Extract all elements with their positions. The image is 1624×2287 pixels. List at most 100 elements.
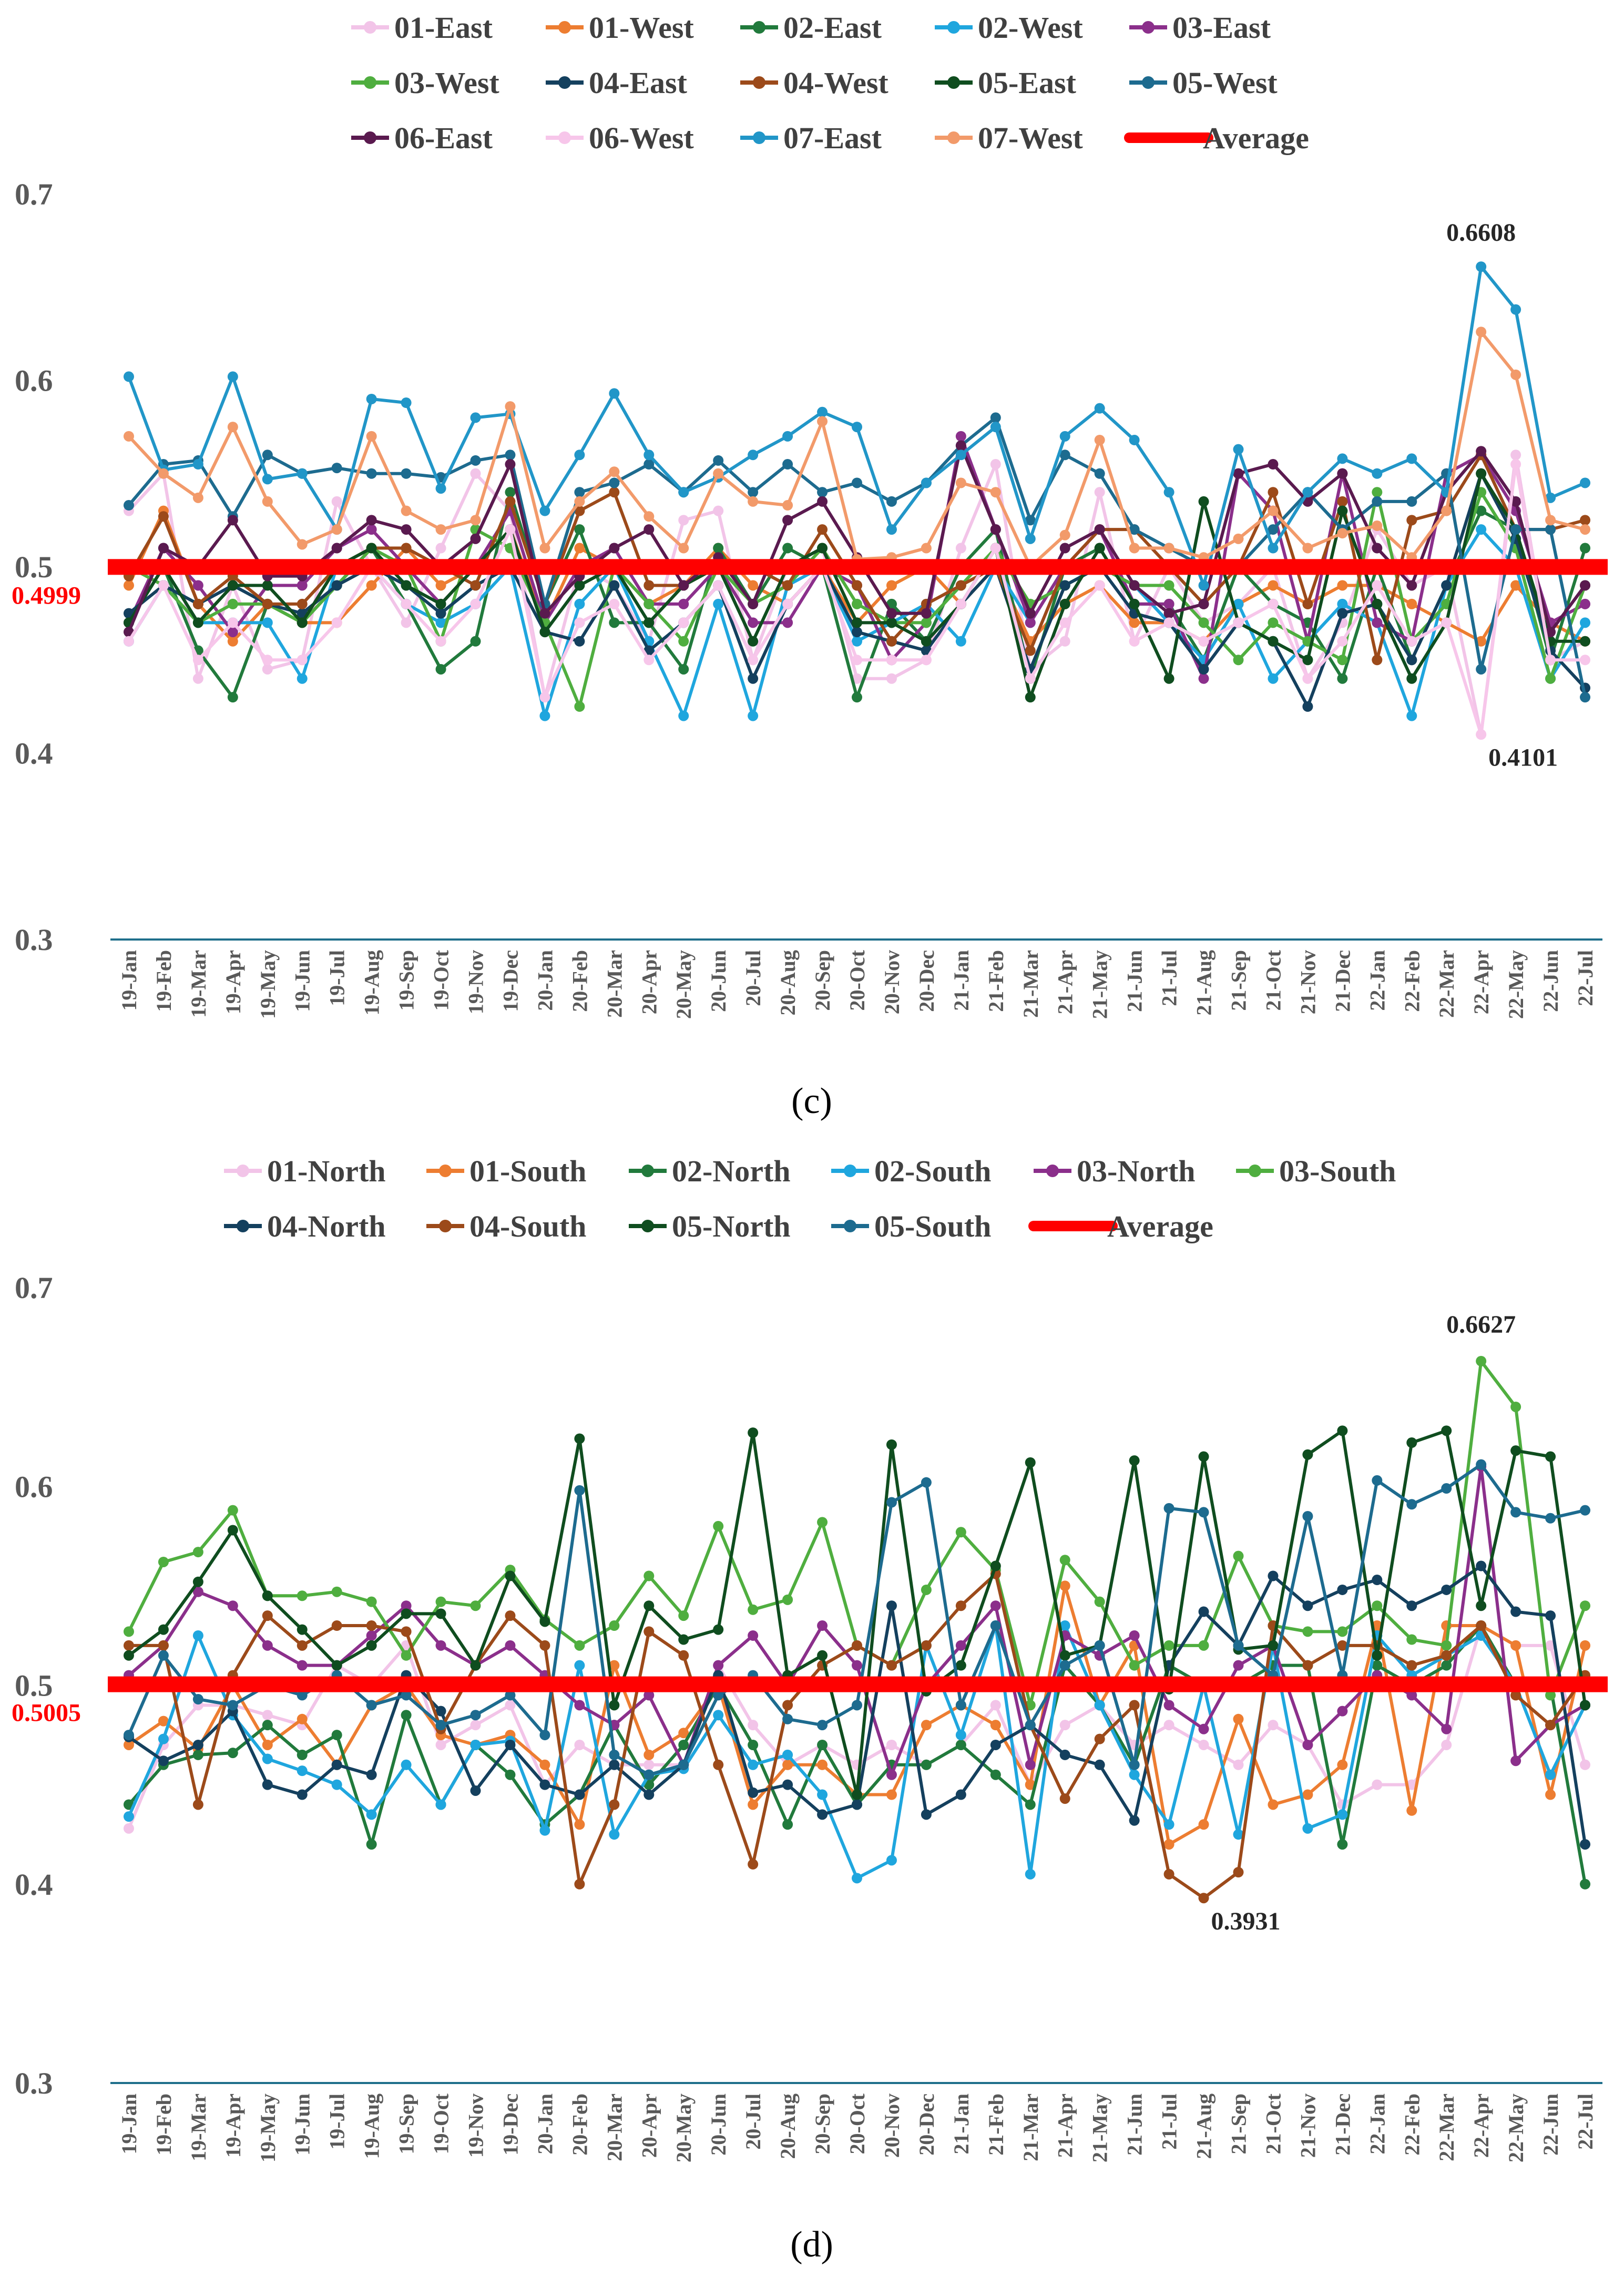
data-point [678,710,689,721]
data-point [1094,1733,1105,1744]
panel-label-d: (d) [790,2224,833,2265]
annotation-label: 0.6608 [1446,219,1516,247]
data-point [366,543,377,554]
data-point [1129,1455,1140,1466]
data-point [1025,608,1036,619]
data-point [331,1620,342,1631]
data-point [1441,1739,1452,1750]
x-tick-label: 22-Feb [1400,950,1424,1012]
data-point [505,487,516,498]
data-point [158,468,169,479]
data-point [435,1720,446,1731]
data-point [574,636,585,647]
data-point [574,524,585,535]
y-tick-label: 0.6 [15,364,53,398]
x-tick-label: 19-Dec [498,950,522,1012]
x-tick-label: 20-Nov [880,950,904,1014]
data-point [366,1700,377,1711]
data-point [678,1759,689,1770]
data-point [1302,543,1313,554]
data-point [1545,1610,1556,1621]
legend-marker [237,1165,249,1177]
data-point [1302,598,1313,609]
data-point [123,1640,134,1651]
data-point [262,1610,273,1621]
data-point [852,580,862,591]
data-point [1510,1606,1521,1617]
x-tick-label: 19-Aug [360,2094,384,2159]
data-point [1476,505,1487,516]
x-tick-label: 21-Feb [984,950,1008,1012]
x-tick-label: 19-Dec [498,2094,522,2156]
data-point [366,1769,377,1780]
data-point [1337,505,1348,516]
data-point [1268,1570,1279,1581]
data-point [297,1789,308,1800]
data-point [158,1556,169,1567]
data-point [1406,515,1417,526]
data-point [1406,1690,1417,1701]
x-tick-label: 21-Dec [1331,950,1354,1012]
data-point [435,543,446,554]
x-tick-label: 20-Aug [776,950,800,1015]
data-point [401,1759,412,1770]
data-point [297,468,308,479]
x-tick-label: 20-Feb [568,950,591,1012]
data-point [1476,524,1487,535]
data-point [1441,1723,1452,1734]
x-tick-label: 19-Jan [117,2094,141,2155]
data-point [262,617,273,628]
series-line [127,330,1586,568]
data-point [1372,598,1383,609]
data-point [470,455,481,466]
data-point [1025,515,1036,526]
legend-label: 05-North [672,1209,791,1243]
data-point [1510,1507,1521,1518]
data-point [713,505,724,516]
data-point [852,477,862,488]
data-point [227,1525,238,1536]
data-point [1129,524,1140,535]
data-point [366,524,377,535]
data-point [748,496,759,507]
data-point [1545,1513,1556,1524]
y-tick-label: 0.7 [15,177,53,211]
data-point [1094,543,1105,554]
x-tick-label: 19-Oct [430,949,453,1010]
data-point [297,598,308,609]
data-point [227,627,238,638]
data-point [401,505,412,516]
data-point [1198,636,1209,647]
data-point [609,543,620,554]
data-point [678,487,689,498]
data-point [1580,692,1591,703]
legend-label: 05-West [1172,66,1278,100]
data-point [990,1700,1001,1711]
data-point [539,1779,550,1790]
x-tick-label: 19-May [256,2094,280,2162]
data-point [1406,1634,1417,1645]
data-point [227,692,238,703]
data-point [505,1690,516,1701]
data-point [1476,729,1487,740]
x-tick-label: 20-Jan [533,2094,557,2155]
data-point [1406,1437,1417,1448]
data-point [782,617,793,628]
data-point [713,543,724,554]
data-point [713,1759,724,1770]
data-point [1337,636,1348,647]
series-line [127,1463,1586,1776]
data-point [782,459,793,470]
data-point [297,1713,308,1724]
data-point [1059,1660,1070,1671]
data-point [158,543,169,554]
data-point [678,543,689,554]
x-tick-label: 21-Jul [1158,2094,1181,2150]
data-point [1025,673,1036,684]
data-point [1476,446,1487,457]
data-point [921,617,932,628]
data-point [331,1779,342,1790]
data-point [262,1720,273,1731]
data-point [539,505,550,516]
data-point [1580,515,1591,526]
